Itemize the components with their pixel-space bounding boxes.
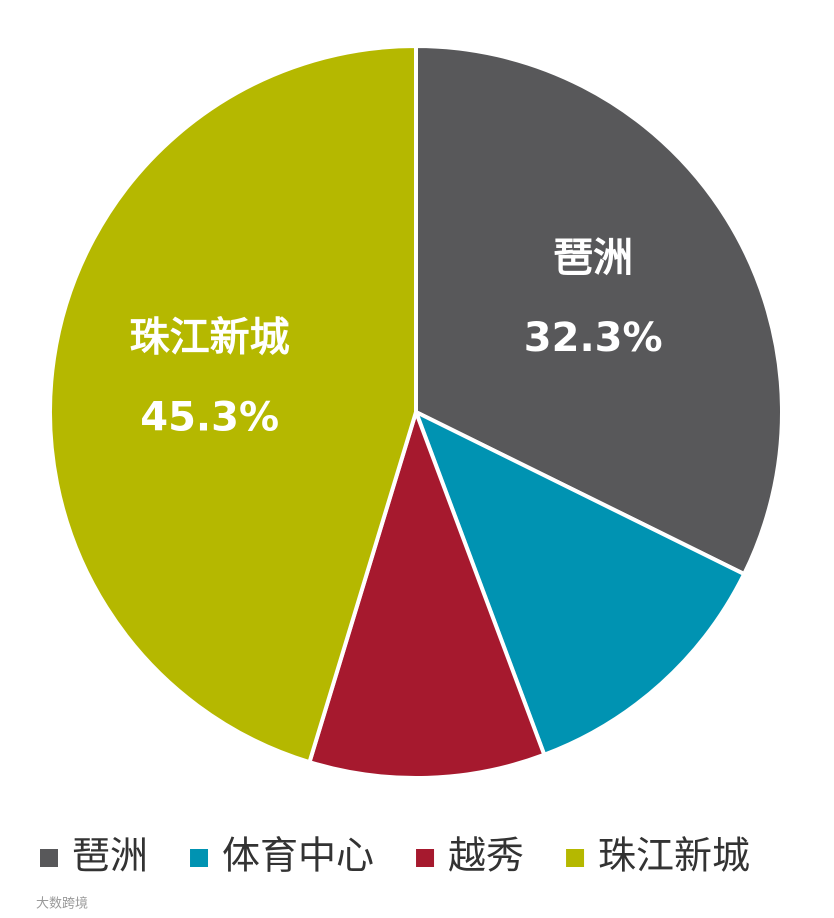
slice-category-label: 琶洲 xyxy=(553,235,633,281)
legend-label: 越秀 xyxy=(448,834,524,878)
legend-swatch xyxy=(40,849,58,867)
pie-slice xyxy=(48,43,418,765)
legend-swatch xyxy=(416,849,435,867)
legend-label: 体育中心 xyxy=(222,834,374,878)
pie-slice xyxy=(414,43,784,577)
legend-swatch xyxy=(190,849,209,867)
legend-swatch xyxy=(566,849,585,867)
pie-slice xyxy=(412,407,747,758)
watermark: 大数跨境 xyxy=(36,897,88,912)
legend-label: 珠江新城 xyxy=(598,834,750,878)
slice-value-label: 45.3% xyxy=(140,394,279,440)
pie-slice xyxy=(306,405,547,780)
legend-label: 琶洲 xyxy=(72,834,148,878)
slice-category-label: 珠江新城 xyxy=(130,314,290,360)
slice-value-label: 32.3% xyxy=(524,315,663,361)
